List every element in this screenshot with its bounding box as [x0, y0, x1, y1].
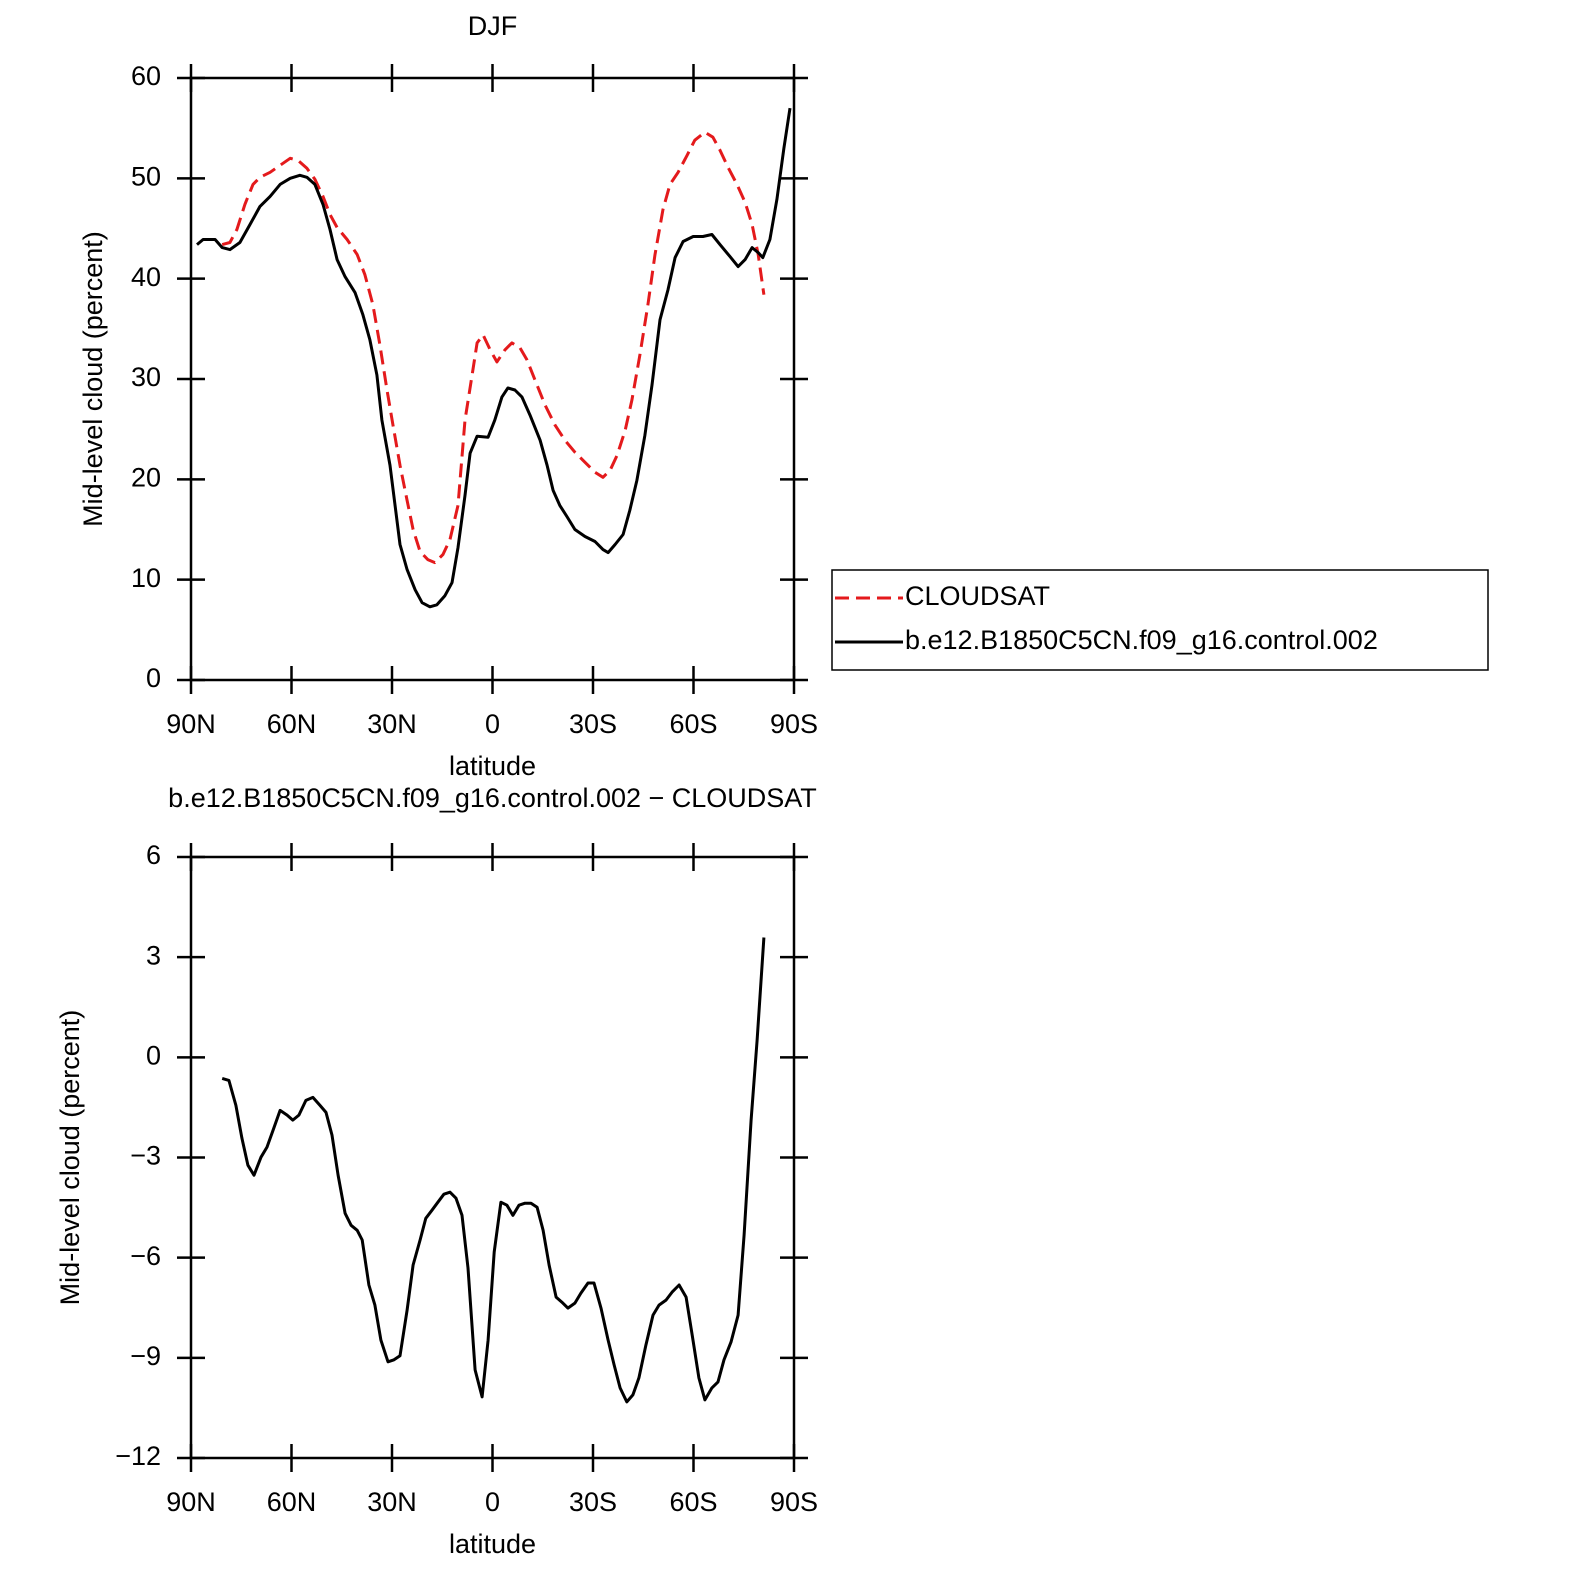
plot-frame [189, 855, 796, 1460]
y-tick-label: −12 [115, 1441, 161, 1471]
x-tick-label: 90N [166, 1487, 216, 1517]
x-axis-label: latitude [449, 1529, 536, 1559]
y-tick-label: −6 [130, 1241, 161, 1271]
y-tick-label: 6 [146, 840, 161, 870]
data-line [221, 937, 766, 1404]
x-tick-label: 30S [569, 1487, 617, 1517]
x-tick-label: 30N [367, 709, 417, 739]
y-tick-label: 0 [146, 663, 161, 693]
x-tick-label: 60N [267, 709, 317, 739]
y-axis-label: Mid-level cloud (percent) [55, 1010, 85, 1306]
y-tick-label: 50 [131, 161, 161, 191]
y-tick-label: 60 [131, 61, 161, 91]
plot-frame [189, 76, 796, 682]
data-line [221, 130, 766, 565]
y-tick-label: 30 [131, 362, 161, 392]
x-tick-label: 30S [569, 709, 617, 739]
x-tick-label: 0 [485, 1487, 500, 1517]
x-tick-label: 90S [770, 1487, 818, 1517]
legend-box [831, 569, 1489, 671]
y-tick-label: 3 [146, 940, 161, 970]
x-tick-label: 30N [367, 1487, 417, 1517]
legend-label: CLOUDSAT [905, 581, 1050, 611]
y-tick-label: −3 [130, 1141, 161, 1171]
chart-title: b.e12.B1850C5CN.f09_g16.control.002 − CL… [168, 783, 817, 813]
x-tick-label: 0 [485, 709, 500, 739]
y-tick-label: 20 [131, 462, 161, 492]
y-tick-label: 40 [131, 262, 161, 292]
x-tick-label: 60N [267, 1487, 317, 1517]
y-tick-label: 10 [131, 563, 161, 593]
y-tick-label: 0 [146, 1040, 161, 1070]
x-tick-label: 60S [669, 709, 717, 739]
legend-label: b.e12.B1850C5CN.f09_g16.control.002 [905, 625, 1378, 655]
y-axis-label: Mid-level cloud (percent) [78, 231, 108, 527]
x-tick-label: 90S [770, 709, 818, 739]
x-tick-label: 90N [166, 709, 216, 739]
x-tick-label: 60S [669, 1487, 717, 1517]
chart-title: DJF [468, 11, 518, 41]
data-line [196, 107, 792, 609]
y-tick-label: −9 [130, 1341, 161, 1371]
x-axis-label: latitude [449, 751, 536, 781]
